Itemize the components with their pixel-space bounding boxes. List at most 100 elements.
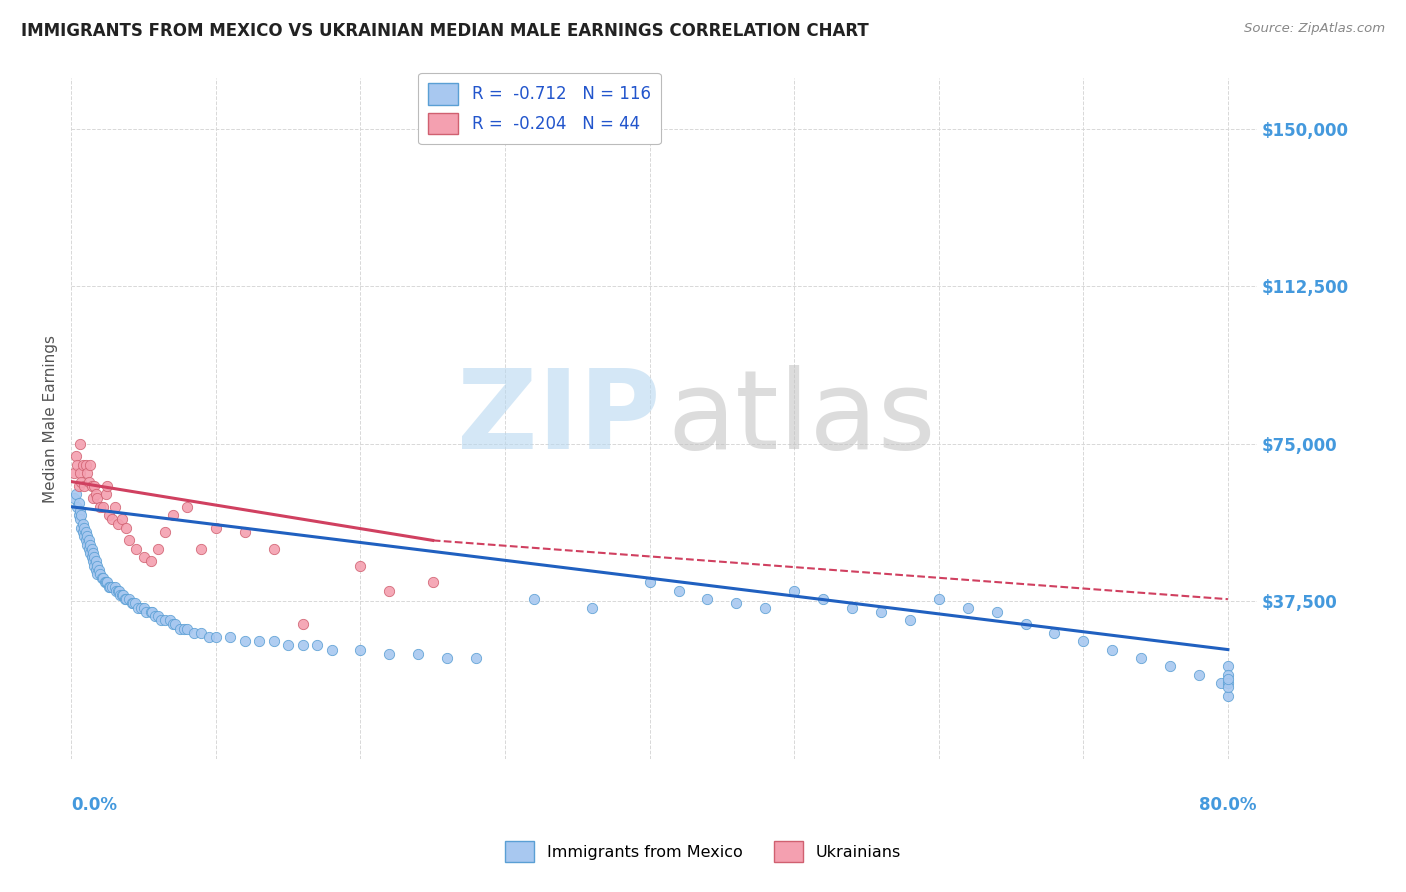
Point <box>82 554 104 568</box>
Point <box>111 512 134 526</box>
Point <box>110 588 132 602</box>
Point <box>176 500 198 514</box>
Point <box>107 516 129 531</box>
Point <box>811 592 834 607</box>
Point <box>66 458 89 472</box>
Point <box>162 617 184 632</box>
Point <box>118 592 141 607</box>
Point <box>118 533 141 548</box>
Point <box>111 588 134 602</box>
Point <box>76 466 98 480</box>
Point <box>77 533 100 548</box>
Point <box>69 466 91 480</box>
Point <box>139 554 162 568</box>
Point <box>89 500 111 514</box>
Point <box>72 458 94 472</box>
Point <box>122 596 145 610</box>
Point <box>91 571 114 585</box>
Point <box>1159 659 1181 673</box>
Point <box>82 546 104 560</box>
Point <box>638 575 661 590</box>
Point <box>72 516 94 531</box>
Point <box>1209 676 1232 690</box>
Point <box>1216 681 1239 695</box>
Point <box>65 487 87 501</box>
Point <box>75 524 97 539</box>
Point <box>66 500 89 514</box>
Point <box>86 566 108 581</box>
Point <box>67 495 90 509</box>
Point <box>263 541 285 556</box>
Point <box>86 558 108 573</box>
Point <box>1188 667 1211 681</box>
Point <box>107 583 129 598</box>
Point <box>754 600 776 615</box>
Point <box>83 479 105 493</box>
Point <box>205 521 228 535</box>
Point <box>76 529 98 543</box>
Point <box>112 588 135 602</box>
Point <box>73 479 96 493</box>
Point <box>97 508 120 523</box>
Point <box>349 558 371 573</box>
Point <box>307 639 329 653</box>
Point <box>89 566 111 581</box>
Point <box>870 605 893 619</box>
Point <box>898 613 921 627</box>
Point <box>263 634 285 648</box>
Point <box>114 592 136 607</box>
Point <box>121 596 143 610</box>
Point <box>115 521 138 535</box>
Point <box>277 639 299 653</box>
Point <box>70 508 93 523</box>
Point <box>104 580 127 594</box>
Point <box>408 647 430 661</box>
Point <box>165 617 187 632</box>
Point <box>94 487 117 501</box>
Point <box>986 605 1008 619</box>
Point <box>90 571 112 585</box>
Point <box>956 600 979 615</box>
Legend: R =  -0.712   N = 116, R =  -0.204   N = 44: R = -0.712 N = 116, R = -0.204 N = 44 <box>419 73 661 145</box>
Point <box>97 580 120 594</box>
Point <box>378 647 401 661</box>
Point <box>125 541 148 556</box>
Text: 0.0%: 0.0% <box>72 797 117 814</box>
Point <box>233 634 256 648</box>
Point <box>146 541 169 556</box>
Point <box>436 651 458 665</box>
Point <box>129 600 152 615</box>
Point <box>1216 676 1239 690</box>
Point <box>127 600 149 615</box>
Point <box>291 639 314 653</box>
Point <box>93 575 115 590</box>
Point <box>581 600 603 615</box>
Point <box>205 630 228 644</box>
Point <box>1101 642 1123 657</box>
Legend: Immigrants from Mexico, Ukrainians: Immigrants from Mexico, Ukrainians <box>499 835 907 868</box>
Point <box>73 521 96 535</box>
Point <box>349 642 371 657</box>
Point <box>96 479 118 493</box>
Point <box>159 613 181 627</box>
Point <box>79 546 101 560</box>
Point <box>76 538 98 552</box>
Point <box>247 634 270 648</box>
Point <box>149 613 172 627</box>
Point <box>173 622 195 636</box>
Point <box>1216 659 1239 673</box>
Point <box>1073 634 1095 648</box>
Point <box>783 583 806 598</box>
Point <box>197 630 219 644</box>
Point <box>77 541 100 556</box>
Point <box>73 529 96 543</box>
Point <box>96 575 118 590</box>
Point <box>132 600 155 615</box>
Point <box>169 622 191 636</box>
Point <box>87 563 110 577</box>
Point <box>696 592 718 607</box>
Point <box>67 508 90 523</box>
Point <box>155 613 177 627</box>
Point <box>146 609 169 624</box>
Point <box>1216 667 1239 681</box>
